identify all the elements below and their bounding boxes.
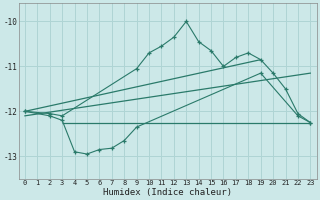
X-axis label: Humidex (Indice chaleur): Humidex (Indice chaleur): [103, 188, 232, 197]
